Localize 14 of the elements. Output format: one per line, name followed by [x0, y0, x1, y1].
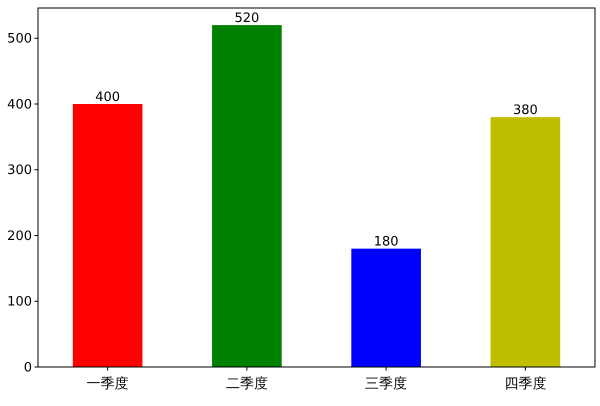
y-tick-label: 0 — [24, 360, 32, 376]
y-tick-label: 200 — [7, 229, 32, 244]
x-tick-label: 三季度 — [365, 376, 408, 392]
y-tick-label: 400 — [7, 97, 32, 112]
data-label: 520 — [234, 11, 260, 26]
y-tick-label: 500 — [7, 32, 32, 47]
data-label: 180 — [374, 234, 399, 250]
x-tick-label: 一季度 — [86, 376, 129, 392]
x-tick-label: 四季度 — [504, 376, 546, 392]
x-tick-label: 二季度 — [226, 376, 268, 392]
y-tick-label: 100 — [7, 294, 32, 310]
data-label: 380 — [512, 103, 538, 118]
data-label: 400 — [95, 90, 120, 105]
y-tick-label: 300 — [7, 163, 32, 178]
